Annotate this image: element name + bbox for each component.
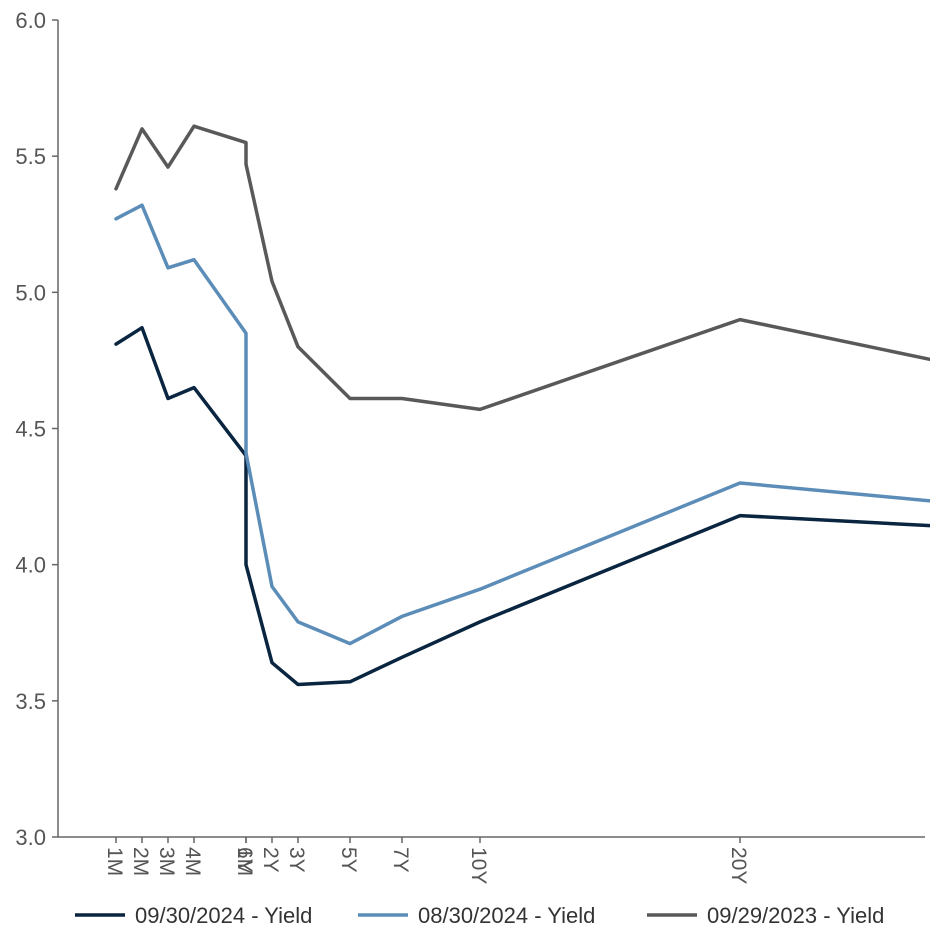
x-axis-ticks: 1M2M3M4M6M1Y2Y3Y5Y7Y10Y20Y30Y [103,837,750,884]
chart-axes [57,20,925,838]
series-line-2 [114,203,930,646]
y-tick-label: 5.5 [15,144,46,169]
y-tick-label: 5.0 [15,280,46,305]
legend-item[interactable]: 08/30/2024 - Yield [358,903,595,928]
x-tick-label: 2M [129,847,152,876]
x-tick-label: 20Y [727,847,750,884]
x-tick-label: 4M [181,847,204,876]
legend: 09/30/2024 - Yield 08/30/2024 - Yield 09… [75,903,884,928]
legend-label: 09/29/2023 - Yield [707,903,884,928]
y-tick-label: 6.0 [15,8,46,33]
x-tick-label: 1Y [233,847,256,873]
legend-label: 09/30/2024 - Yield [135,903,312,928]
y-tick-label: 3.0 [15,825,46,850]
y-tick-label: 3.5 [15,689,46,714]
series-lines [114,124,930,687]
y-axis-ticks: 3.0 3.5 4.0 4.5 5.0 5.5 6.0 [15,8,58,850]
series-line-1 [114,325,930,687]
x-tick-label: 3Y [285,847,308,873]
legend-item[interactable]: 09/29/2023 - Yield [647,903,884,928]
x-tick-label: 5Y [337,847,360,873]
x-tick-label: 7Y [389,847,412,873]
x-tick-label: 6M [233,847,256,876]
x-tick-label: 3M [155,847,178,876]
y-tick-label: 4.0 [15,553,46,578]
x-tick-label: 1M [103,847,126,876]
legend-item[interactable]: 09/30/2024 - Yield [75,903,312,928]
y-tick-label: 4.5 [15,417,46,442]
x-tick-label: 2Y [259,847,282,873]
legend-label: 08/30/2024 - Yield [418,903,595,928]
series-line-3 [114,124,930,412]
x-tick-label: 10Y [467,847,490,884]
